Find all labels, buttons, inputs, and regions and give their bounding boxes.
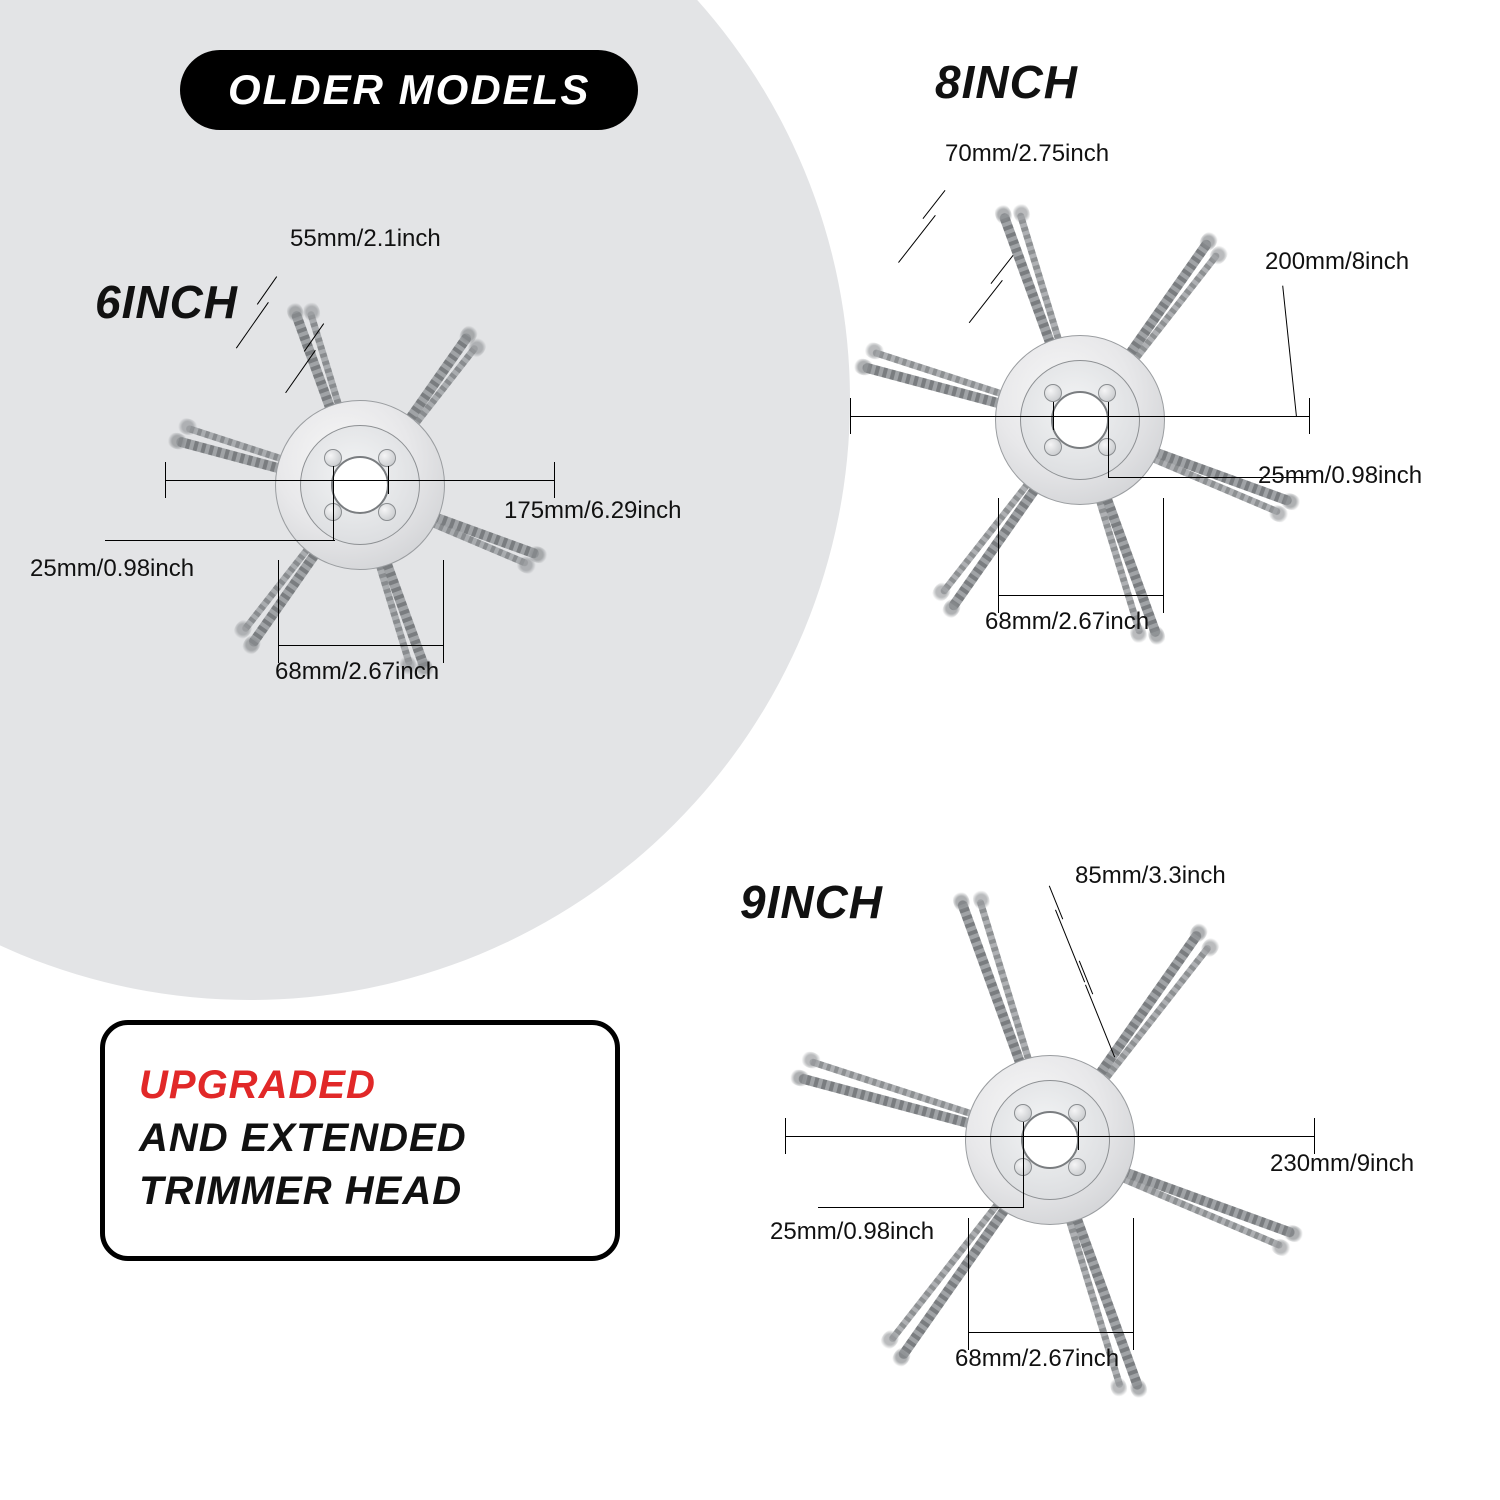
- bolt: [378, 449, 396, 467]
- dim-8-hub: 68mm/2.67inch: [985, 608, 1149, 636]
- dim-9-hub: 68mm/2.67inch: [955, 1345, 1119, 1373]
- dim-6-hub: 68mm/2.67inch: [275, 658, 439, 686]
- upgraded-line2: AND EXTENDED: [139, 1116, 581, 1161]
- bolt: [1068, 1158, 1086, 1176]
- dim-6-diameter: 175mm/6.29inch: [504, 497, 681, 525]
- bolt: [378, 503, 396, 521]
- bolt: [1098, 438, 1116, 456]
- dim-9-wire: 85mm/3.3inch: [1075, 862, 1226, 890]
- dim-9-bore: 25mm/0.98inch: [770, 1218, 934, 1246]
- upgraded-line3: TRIMMER HEAD: [139, 1169, 581, 1214]
- dim-6-wire: 55mm/2.1inch: [290, 225, 441, 253]
- dim-9-diameter: 230mm/9inch: [1270, 1150, 1414, 1178]
- bolt: [1098, 384, 1116, 402]
- upgraded-line1: UPGRADED: [139, 1063, 581, 1108]
- dim-6-bore: 25mm/0.98inch: [30, 555, 194, 583]
- title-9inch: 9INCH: [740, 875, 883, 929]
- bolt: [1044, 438, 1062, 456]
- dim-8-diameter: 200mm/8inch: [1265, 248, 1409, 276]
- upgraded-callout: UPGRADED AND EXTENDED TRIMMER HEAD: [100, 1020, 620, 1261]
- dim-8-wire: 70mm/2.75inch: [945, 140, 1109, 168]
- title-8inch: 8INCH: [935, 55, 1078, 109]
- dim-8-bore: 25mm/0.98inch: [1258, 462, 1422, 490]
- header-pill: OLDER MODELS: [180, 50, 638, 130]
- bolt: [1068, 1104, 1086, 1122]
- title-6inch: 6INCH: [95, 275, 238, 329]
